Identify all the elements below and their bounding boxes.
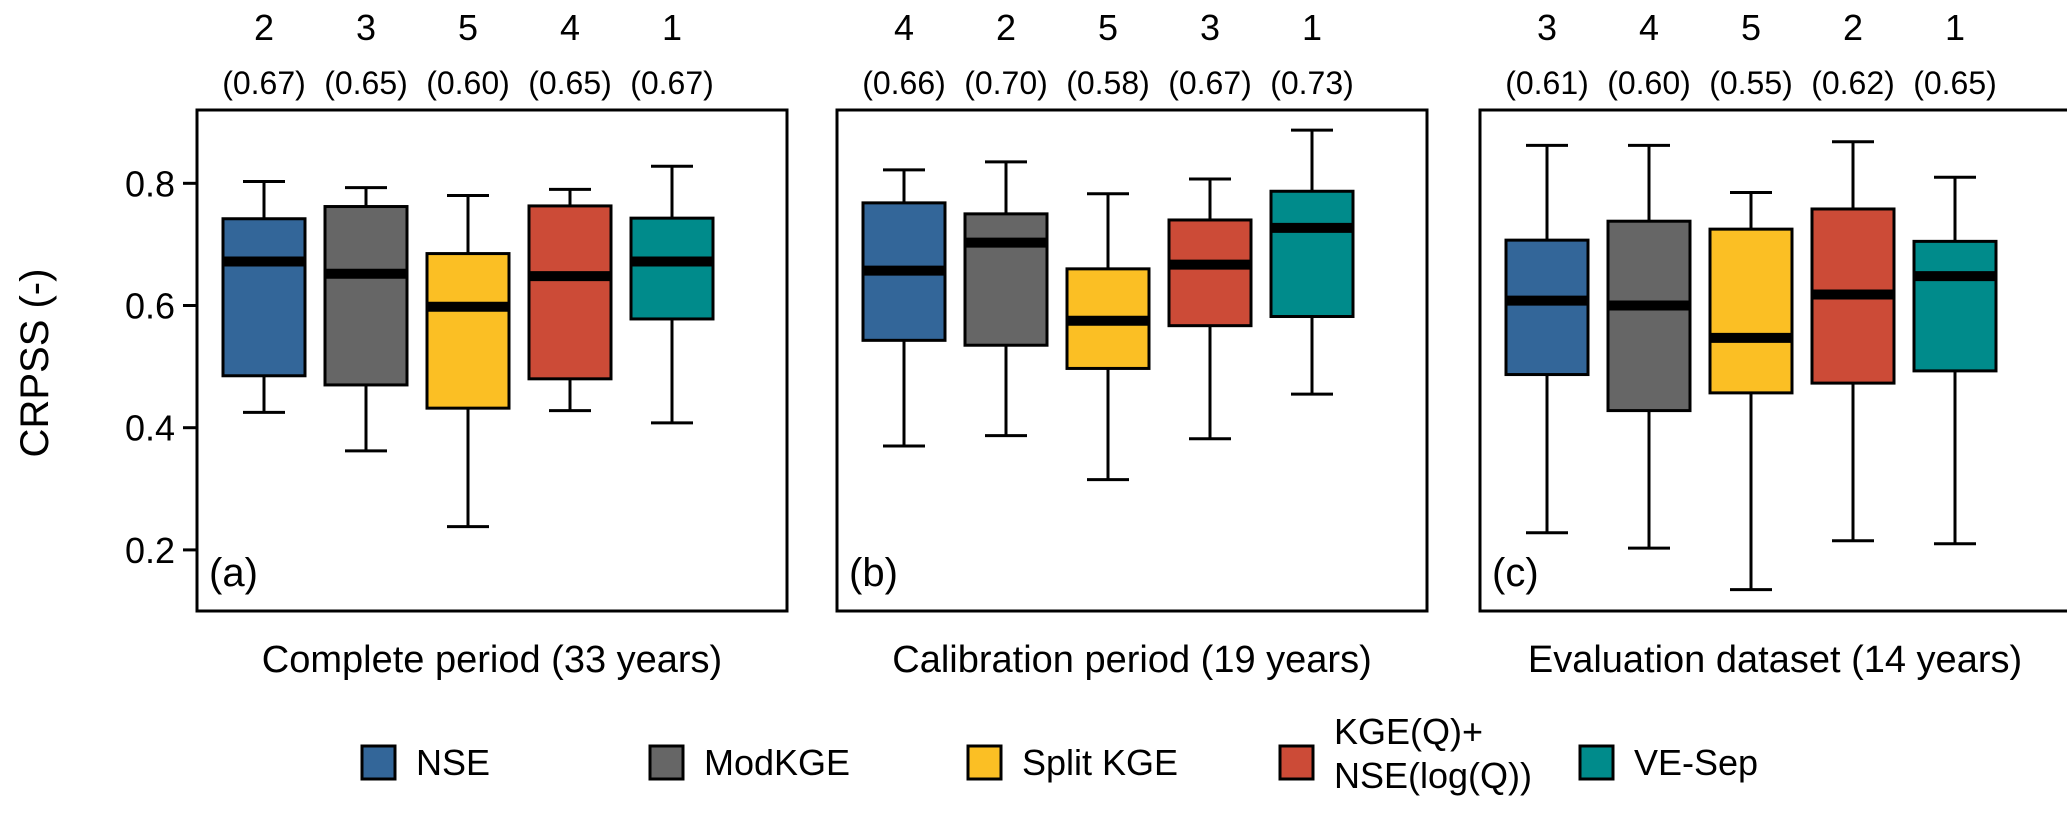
rank-label: 4 xyxy=(894,7,914,48)
median-label: (0.67) xyxy=(222,65,306,101)
rank-label: 5 xyxy=(1741,7,1761,48)
iqr-box xyxy=(1606,219,1692,413)
panel-tag: (a) xyxy=(209,551,258,595)
rank-label: 5 xyxy=(458,7,478,48)
iqr-box xyxy=(1167,218,1253,328)
legend-item-1: NSE xyxy=(360,742,490,783)
box-2: 4 (0.60) xyxy=(1606,7,1692,550)
box-4: 4 (0.65) xyxy=(527,7,613,413)
median-label: (0.58) xyxy=(1066,65,1150,101)
box-3: 5 (0.55) xyxy=(1708,7,1794,592)
rank-label: 4 xyxy=(1639,7,1659,48)
box-3: 5 (0.58) xyxy=(1065,7,1151,482)
rank-label: 4 xyxy=(560,7,580,48)
box-1: 2 (0.67) xyxy=(221,7,307,414)
rank-label: 2 xyxy=(1843,7,1863,48)
median-label: (0.65) xyxy=(324,65,408,101)
box-2: 3 (0.65) xyxy=(323,7,409,453)
legend-label: VE-Sep xyxy=(1634,742,1758,783)
median-label: (0.70) xyxy=(964,65,1048,101)
iqr-box xyxy=(527,204,613,381)
x-axis-label: Complete period (33 years) xyxy=(262,639,722,681)
rank-label: 2 xyxy=(996,7,1016,48)
median-label: (0.65) xyxy=(1913,65,1997,101)
legend-item-2: ModKGE xyxy=(648,742,850,783)
rank-label: 1 xyxy=(662,7,682,48)
iqr-box xyxy=(425,252,511,410)
median-label: (0.62) xyxy=(1811,65,1895,101)
rank-label: 1 xyxy=(1945,7,1965,48)
rank-label: 3 xyxy=(1200,7,1220,48)
legend-item-3: Split KGE xyxy=(966,742,1178,783)
iqr-box xyxy=(1708,227,1794,395)
median-label: (0.66) xyxy=(862,65,946,101)
panel-a: 0.2 0.4 0.6 0.8 2 (0.67) 3 (0.65) 5 (0.60) 4 (0.65)… xyxy=(125,7,789,681)
legend-label: Split KGE xyxy=(1022,742,1178,783)
y-axis-label: CRPSS (-) xyxy=(13,269,57,458)
legend-item-4: KGE(Q)+ NSE(log(Q)) xyxy=(1278,711,1532,796)
box-2: 2 (0.70) xyxy=(963,7,1049,438)
rank-label: 2 xyxy=(254,7,274,48)
box-4: 3 (0.67) xyxy=(1167,7,1253,441)
box-4: 2 (0.62) xyxy=(1810,7,1896,543)
iqr-box xyxy=(1504,238,1590,377)
plot-frame xyxy=(1478,108,2067,613)
iqr-box xyxy=(1912,239,1998,373)
median-label: (0.60) xyxy=(1607,65,1691,101)
legend: NSE ModKGE Split KGE KGE(Q)+ NSE(log(Q)) VE-S… xyxy=(360,711,1758,796)
median-label: (0.73) xyxy=(1270,65,1354,101)
y-tick-label: 0.2 xyxy=(125,530,175,571)
x-axis-label: Evaluation dataset (14 years) xyxy=(1528,639,2022,681)
rank-label: 1 xyxy=(1302,7,1322,48)
legend-swatch xyxy=(648,744,685,781)
legend-swatch xyxy=(1278,744,1315,781)
iqr-box xyxy=(629,216,715,321)
legend-label: NSE xyxy=(416,742,490,783)
panel-tag: (b) xyxy=(849,551,898,595)
legend-swatch xyxy=(1578,744,1615,781)
median-label: (0.65) xyxy=(528,65,612,101)
legend-label: KGE(Q)+ NSE(log(Q)) xyxy=(1334,711,1532,796)
median-label: (0.60) xyxy=(426,65,510,101)
panel-c: 3 (0.61) 4 (0.60) 5 (0.55) 2 (0.62) 1 (0.65) (c) Ev… xyxy=(1478,7,2067,681)
box-5: 1 (0.67) xyxy=(629,7,715,425)
median-label: (0.67) xyxy=(630,65,714,101)
iqr-box xyxy=(323,205,409,387)
rank-label: 3 xyxy=(356,7,376,48)
box-5: 1 (0.73) xyxy=(1269,7,1355,396)
iqr-box xyxy=(963,212,1049,347)
rank-label: 3 xyxy=(1537,7,1557,48)
chart-panels: 0.2 0.4 0.6 0.8 2 (0.67) 3 (0.65) 5 (0.60) 4 (0.65)… xyxy=(125,7,2067,681)
iqr-box xyxy=(221,217,307,378)
median-label: (0.61) xyxy=(1505,65,1589,101)
legend-swatch xyxy=(966,744,1003,781)
y-tick-label: 0.4 xyxy=(125,408,175,449)
plot-frame xyxy=(835,108,1429,613)
box-1: 3 (0.61) xyxy=(1504,7,1590,535)
panel-b: 4 (0.66) 2 (0.70) 5 (0.58) 3 (0.67) 1 (0.73) (b) Ca… xyxy=(835,7,1429,681)
rank-label: 5 xyxy=(1098,7,1118,48)
panel-tag: (c) xyxy=(1492,551,1539,595)
median-label: (0.67) xyxy=(1168,65,1252,101)
legend-label: ModKGE xyxy=(704,742,850,783)
median-label: (0.55) xyxy=(1709,65,1793,101)
legend-item-5: VE-Sep xyxy=(1578,742,1758,783)
x-axis-label: Calibration period (19 years) xyxy=(892,639,1371,681)
plot-frame xyxy=(195,108,789,613)
iqr-box xyxy=(1269,189,1355,319)
y-tick-label: 0.6 xyxy=(125,286,175,327)
box-3: 5 (0.60) xyxy=(425,7,511,529)
box-1: 4 (0.66) xyxy=(861,7,947,448)
legend-swatch xyxy=(360,744,397,781)
box-5: 1 (0.65) xyxy=(1912,7,1998,546)
y-tick-label: 0.8 xyxy=(125,163,175,204)
